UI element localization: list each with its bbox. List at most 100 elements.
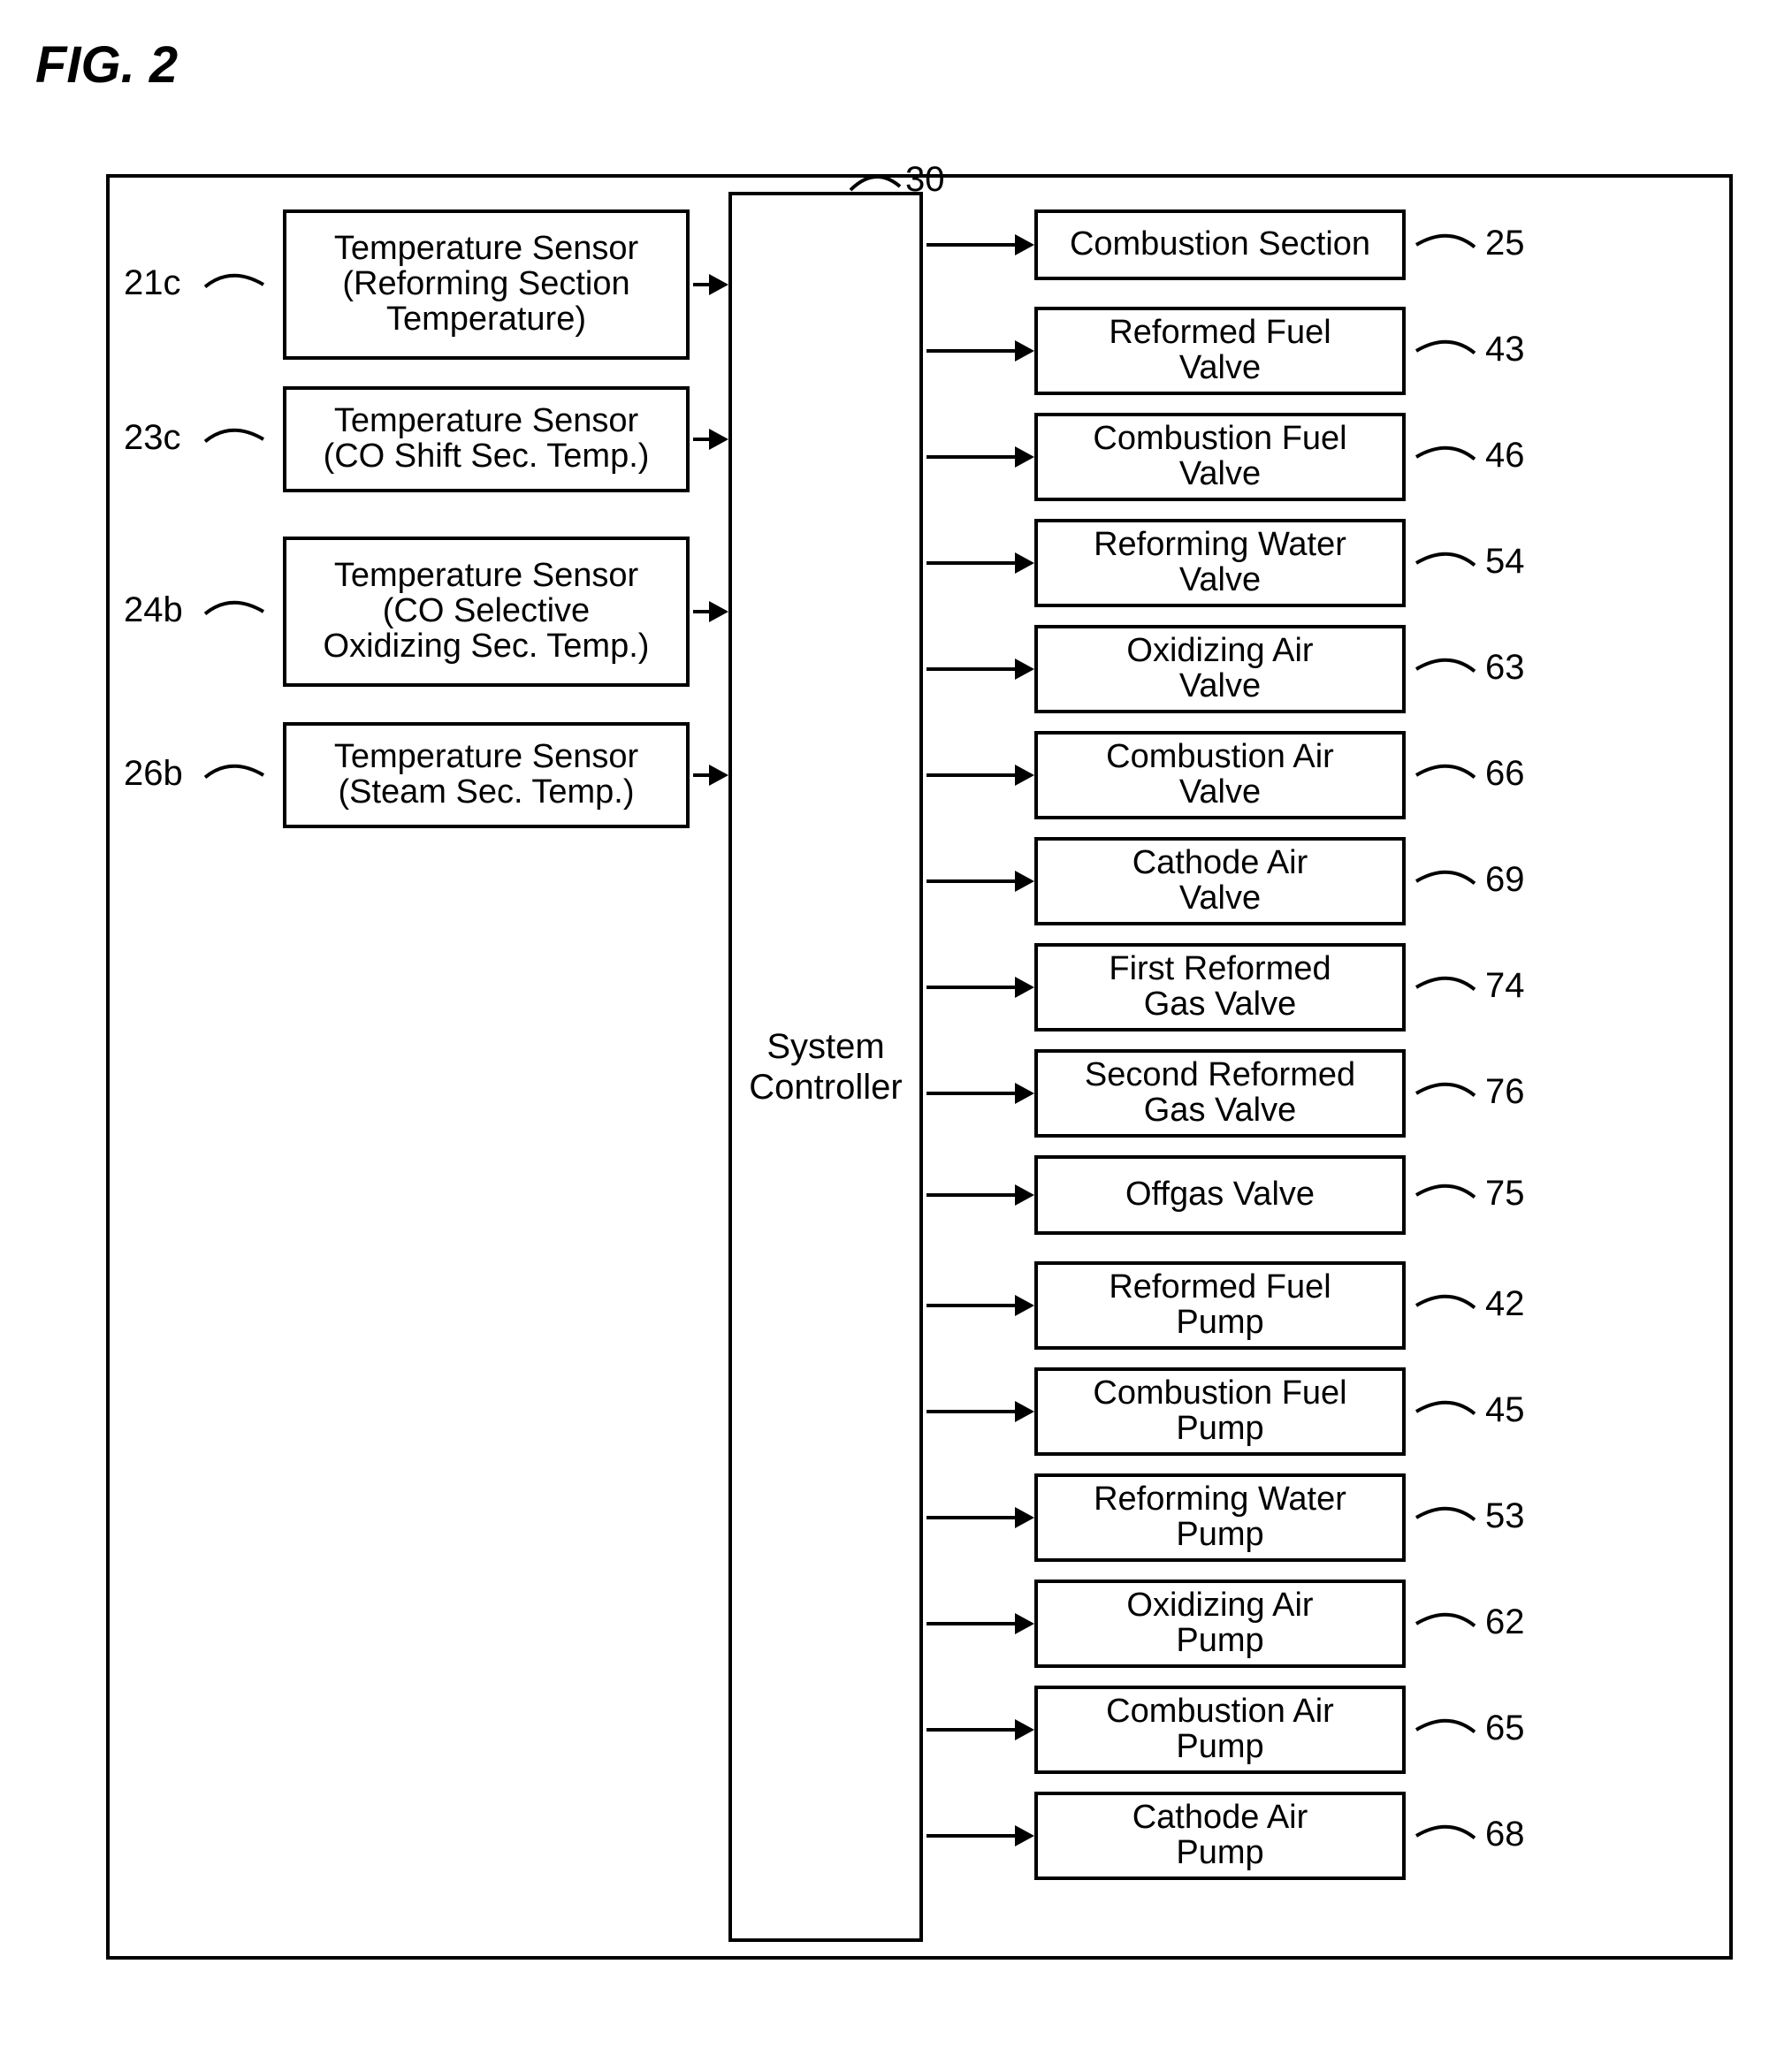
arrow-head-out-11 <box>1015 1401 1034 1422</box>
input-block: Temperature Sensor(Steam Sec. Temp.) <box>283 722 690 828</box>
ref-lead-out-1 <box>1415 330 1476 372</box>
ref-lead-out-13 <box>1415 1602 1476 1645</box>
arrow-line-out-2 <box>927 455 1015 459</box>
arrow-head-out-5 <box>1015 765 1034 786</box>
ref-lead-out-12 <box>1415 1496 1476 1539</box>
ref-lead-out-9 <box>1415 1174 1476 1216</box>
system-controller-label: SystemController <box>749 1026 902 1108</box>
ref-lead-out-14 <box>1415 1709 1476 1751</box>
arrow-head-out-15 <box>1015 1825 1034 1846</box>
input-block: Temperature Sensor(CO SelectiveOxidizing… <box>283 537 690 687</box>
arrow-head-out-1 <box>1015 340 1034 362</box>
arrow-head-in-0 <box>709 274 728 295</box>
output-ref: 62 <box>1485 1602 1525 1642</box>
arrow-head-out-12 <box>1015 1507 1034 1528</box>
system-controller-block: SystemController <box>728 192 923 1942</box>
output-ref: 76 <box>1485 1072 1525 1112</box>
output-block: Combustion FuelValve <box>1034 413 1406 501</box>
output-block: First ReformedGas Valve <box>1034 943 1406 1032</box>
output-block: Combustion AirPump <box>1034 1686 1406 1774</box>
output-ref: 66 <box>1485 754 1525 794</box>
input-ref: 23c <box>124 418 181 458</box>
output-ref: 54 <box>1485 542 1525 582</box>
arrow-line-out-14 <box>927 1728 1015 1732</box>
arrow-head-out-4 <box>1015 658 1034 680</box>
ref-lead-in-3 <box>203 754 265 796</box>
arrow-head-out-3 <box>1015 552 1034 574</box>
ref-lead-out-2 <box>1415 436 1476 478</box>
input-ref: 24b <box>124 590 183 630</box>
arrow-head-out-6 <box>1015 871 1034 892</box>
figure-title: FIG. 2 <box>35 35 1757 95</box>
ref-lead-out-11 <box>1415 1390 1476 1433</box>
output-block: Reformed FuelValve <box>1034 307 1406 395</box>
arrow-line-out-13 <box>927 1622 1015 1625</box>
input-block: Temperature Sensor(Reforming SectionTemp… <box>283 209 690 360</box>
output-block: Reforming WaterValve <box>1034 519 1406 607</box>
output-ref: 65 <box>1485 1709 1525 1748</box>
arrow-head-out-2 <box>1015 446 1034 468</box>
ref-lead-out-0 <box>1415 224 1476 266</box>
arrow-head-out-13 <box>1015 1613 1034 1634</box>
arrow-head-in-1 <box>709 429 728 450</box>
arrow-head-out-10 <box>1015 1295 1034 1316</box>
output-block: Reforming WaterPump <box>1034 1473 1406 1562</box>
arrow-line-out-15 <box>927 1834 1015 1838</box>
output-block: Offgas Valve <box>1034 1155 1406 1235</box>
arrow-line-out-10 <box>927 1304 1015 1307</box>
output-block: Combustion AirValve <box>1034 731 1406 819</box>
output-block: Second ReformedGas Valve <box>1034 1049 1406 1138</box>
output-ref: 25 <box>1485 224 1525 263</box>
arrow-line-out-4 <box>927 667 1015 671</box>
ref-lead-out-6 <box>1415 860 1476 902</box>
arrow-line-out-5 <box>927 773 1015 777</box>
arrow-line-out-12 <box>927 1516 1015 1519</box>
arrow-line-out-1 <box>927 349 1015 353</box>
arrow-line-in-2 <box>693 610 709 613</box>
ref-lead-in-1 <box>203 418 265 461</box>
arrow-line-in-0 <box>693 283 709 286</box>
input-ref: 21c <box>124 263 181 303</box>
output-block: Reformed FuelPump <box>1034 1261 1406 1350</box>
arrow-line-out-11 <box>927 1410 1015 1413</box>
ref-lead-out-5 <box>1415 754 1476 796</box>
output-ref: 46 <box>1485 436 1525 476</box>
ref-lead-out-8 <box>1415 1072 1476 1115</box>
ref-lead-out-7 <box>1415 966 1476 1009</box>
ref-lead-out-15 <box>1415 1815 1476 1857</box>
arrow-line-in-1 <box>693 438 709 441</box>
output-block: Cathode AirPump <box>1034 1792 1406 1880</box>
system-controller-ref-number: 30 <box>905 160 945 200</box>
arrow-line-out-6 <box>927 879 1015 883</box>
system-controller-ref: 30 <box>849 148 928 201</box>
output-block: Oxidizing AirPump <box>1034 1580 1406 1668</box>
arrow-line-out-8 <box>927 1092 1015 1095</box>
output-ref: 68 <box>1485 1815 1525 1854</box>
arrow-head-in-2 <box>709 601 728 622</box>
arrow-line-out-0 <box>927 243 1015 247</box>
output-block: Combustion FuelPump <box>1034 1367 1406 1456</box>
input-ref: 26b <box>124 754 183 794</box>
output-ref: 53 <box>1485 1496 1525 1536</box>
arrow-head-out-9 <box>1015 1184 1034 1206</box>
ref-lead-out-3 <box>1415 542 1476 584</box>
arrow-head-in-3 <box>709 765 728 786</box>
output-ref: 75 <box>1485 1174 1525 1214</box>
output-block: Oxidizing AirValve <box>1034 625 1406 713</box>
arrow-line-out-7 <box>927 986 1015 989</box>
ref-lead-in-2 <box>203 590 265 633</box>
arrow-line-out-3 <box>927 561 1015 565</box>
arrow-head-out-0 <box>1015 234 1034 255</box>
ref-lead-out-10 <box>1415 1284 1476 1327</box>
output-ref: 69 <box>1485 860 1525 900</box>
output-block: Combustion Section <box>1034 209 1406 280</box>
diagram: SystemController 30 Temperature Sensor(R… <box>35 130 1750 1986</box>
output-ref: 45 <box>1485 1390 1525 1430</box>
ref-lead-out-4 <box>1415 648 1476 690</box>
ref-lead-in-0 <box>203 263 265 306</box>
arrow-head-out-7 <box>1015 977 1034 998</box>
output-ref: 42 <box>1485 1284 1525 1324</box>
output-block: Cathode AirValve <box>1034 837 1406 925</box>
output-ref: 43 <box>1485 330 1525 369</box>
arrow-head-out-14 <box>1015 1719 1034 1740</box>
